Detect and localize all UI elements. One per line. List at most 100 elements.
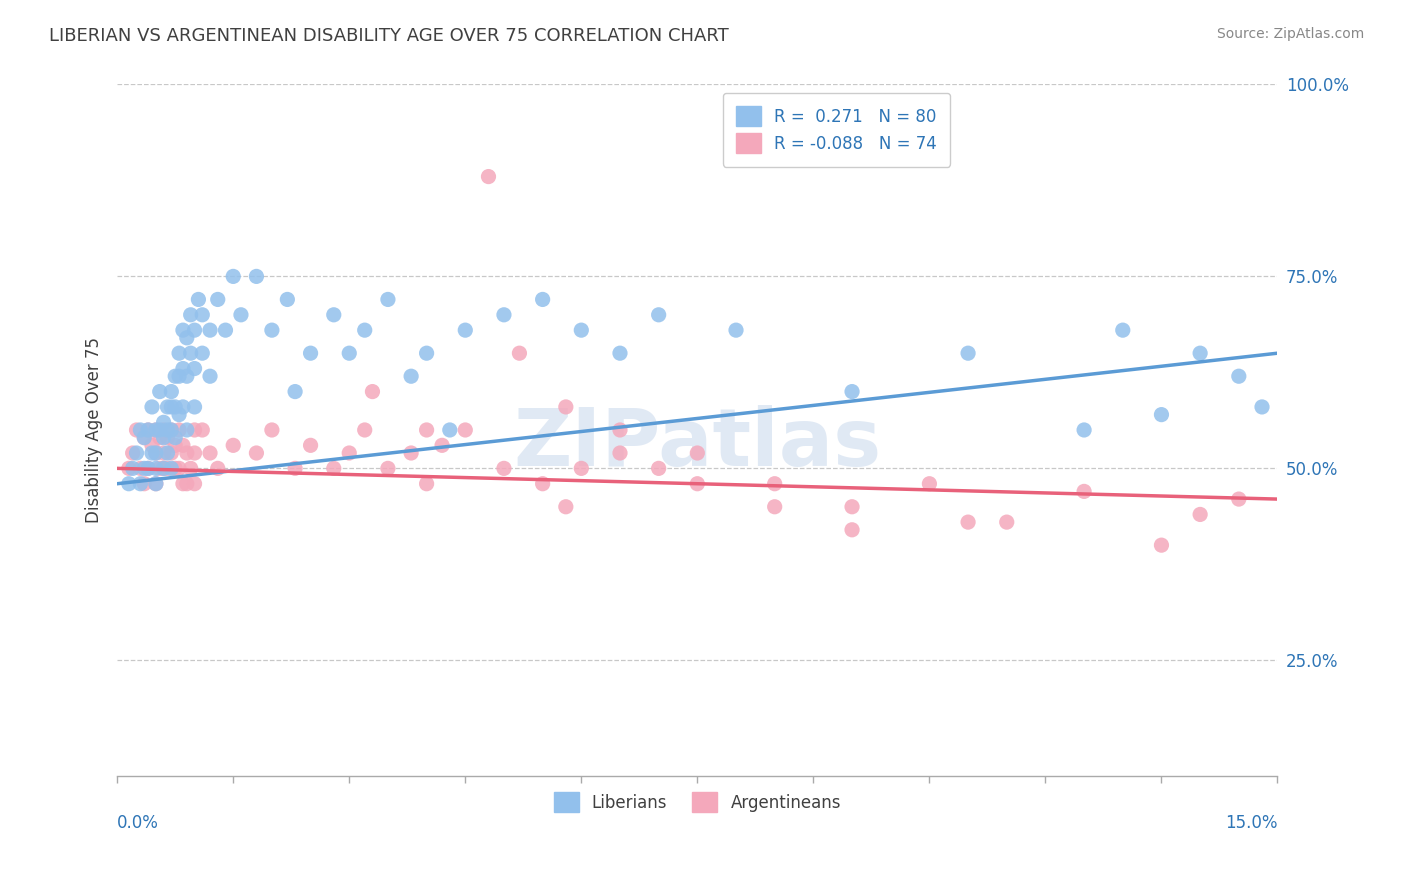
Point <box>763 500 786 514</box>
Point <box>229 308 252 322</box>
Point <box>918 476 941 491</box>
Point <box>149 461 172 475</box>
Point <box>156 431 179 445</box>
Point <box>191 423 214 437</box>
Point <box>145 476 167 491</box>
Point <box>180 461 202 475</box>
Point <box>609 446 631 460</box>
Point <box>156 400 179 414</box>
Point <box>531 293 554 307</box>
Point <box>260 323 283 337</box>
Point <box>415 476 437 491</box>
Point <box>183 323 205 337</box>
Point <box>337 346 360 360</box>
Point <box>554 400 576 414</box>
Point <box>198 323 221 337</box>
Point <box>1227 369 1250 384</box>
Point <box>299 346 322 360</box>
Point <box>165 461 187 475</box>
Point <box>353 423 375 437</box>
Point <box>415 423 437 437</box>
Text: 0.0%: 0.0% <box>117 814 159 832</box>
Point <box>160 400 183 414</box>
Point <box>160 446 183 460</box>
Point <box>125 446 148 460</box>
Point <box>149 431 172 445</box>
Point <box>176 331 198 345</box>
Point <box>1150 408 1173 422</box>
Point <box>361 384 384 399</box>
Point <box>145 461 167 475</box>
Point <box>134 476 156 491</box>
Point <box>136 461 159 475</box>
Point <box>569 461 592 475</box>
Point <box>160 384 183 399</box>
Point <box>167 408 190 422</box>
Point <box>724 323 747 337</box>
Point <box>145 423 167 437</box>
Point <box>167 369 190 384</box>
Point <box>176 446 198 460</box>
Point <box>322 308 344 322</box>
Point <box>145 423 167 437</box>
Point <box>145 476 167 491</box>
Point <box>191 346 214 360</box>
Point <box>165 438 187 452</box>
Point <box>957 346 980 360</box>
Point <box>172 438 194 452</box>
Point <box>841 384 863 399</box>
Point <box>160 423 183 437</box>
Point <box>686 446 709 460</box>
Point <box>187 293 209 307</box>
Point <box>167 461 190 475</box>
Point <box>165 400 187 414</box>
Legend: Liberians, Argentineans: Liberians, Argentineans <box>547 785 848 819</box>
Point <box>136 423 159 437</box>
Point <box>167 346 190 360</box>
Text: ZIPatlas: ZIPatlas <box>513 405 882 483</box>
Point <box>129 461 152 475</box>
Point <box>609 346 631 360</box>
Point <box>686 476 709 491</box>
Point <box>141 400 163 414</box>
Point <box>172 476 194 491</box>
Point <box>207 461 229 475</box>
Point <box>165 431 187 445</box>
Point <box>1227 492 1250 507</box>
Text: LIBERIAN VS ARGENTINEAN DISABILITY AGE OVER 75 CORRELATION CHART: LIBERIAN VS ARGENTINEAN DISABILITY AGE O… <box>49 27 728 45</box>
Point <box>276 293 298 307</box>
Point <box>1150 538 1173 552</box>
Point <box>172 400 194 414</box>
Point <box>222 269 245 284</box>
Point <box>152 461 174 475</box>
Point <box>454 423 477 437</box>
Point <box>214 323 236 337</box>
Point <box>156 423 179 437</box>
Point <box>647 308 669 322</box>
Point <box>145 446 167 460</box>
Point <box>152 461 174 475</box>
Point <box>531 476 554 491</box>
Point <box>152 446 174 460</box>
Point <box>492 461 515 475</box>
Point <box>160 461 183 475</box>
Point <box>121 446 143 460</box>
Point <box>245 446 267 460</box>
Point <box>152 415 174 429</box>
Point <box>353 323 375 337</box>
Point <box>129 476 152 491</box>
Point <box>152 423 174 437</box>
Point <box>477 169 499 184</box>
Point <box>377 461 399 475</box>
Point <box>134 431 156 445</box>
Point <box>183 476 205 491</box>
Point <box>198 446 221 460</box>
Point <box>1112 323 1135 337</box>
Point <box>322 461 344 475</box>
Point <box>183 361 205 376</box>
Point <box>176 423 198 437</box>
Text: 15.0%: 15.0% <box>1225 814 1278 832</box>
Point <box>569 323 592 337</box>
Point <box>1189 508 1212 522</box>
Point <box>134 461 156 475</box>
